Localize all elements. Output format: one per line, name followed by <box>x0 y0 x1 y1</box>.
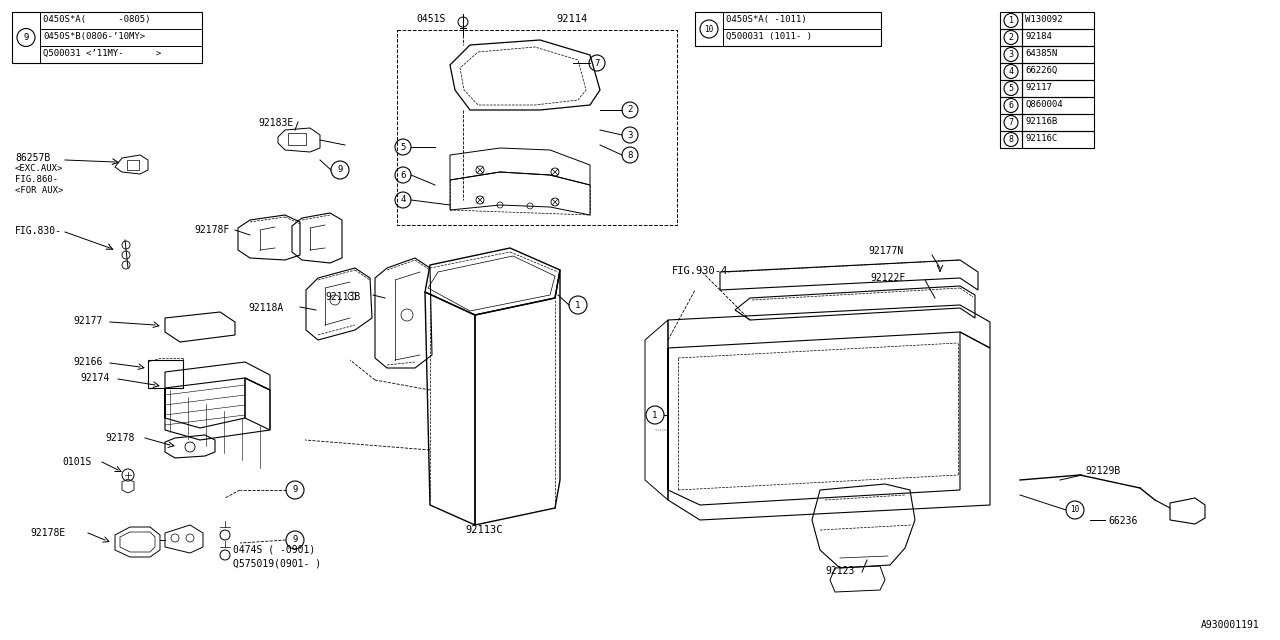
Text: 2: 2 <box>627 106 632 115</box>
Bar <box>288 133 306 145</box>
Text: 92178: 92178 <box>105 433 134 443</box>
Text: FIG.830-: FIG.830- <box>15 226 61 236</box>
Text: 0450S*B(0806-’10MY>: 0450S*B(0806-’10MY> <box>44 32 145 41</box>
Text: 5: 5 <box>401 143 406 152</box>
Text: 1: 1 <box>653 410 658 419</box>
Bar <box>1021 97 1094 114</box>
Text: 1: 1 <box>1009 16 1014 25</box>
Text: 8: 8 <box>627 150 632 159</box>
Text: 1: 1 <box>575 301 581 310</box>
Text: 8: 8 <box>1009 135 1014 144</box>
Text: W130092: W130092 <box>1025 15 1062 24</box>
Bar <box>1000 63 1021 80</box>
Bar <box>1000 80 1021 97</box>
Text: 7: 7 <box>1009 118 1014 127</box>
Text: 3: 3 <box>1009 50 1014 59</box>
Bar <box>12 12 202 63</box>
Text: Q500031 (1011- ): Q500031 (1011- ) <box>726 32 812 41</box>
Text: 66236: 66236 <box>1108 516 1138 526</box>
Text: 3: 3 <box>627 131 632 140</box>
Text: 92183E: 92183E <box>259 118 293 128</box>
Text: 66226Q: 66226Q <box>1025 66 1057 75</box>
Text: 92118A: 92118A <box>248 303 283 313</box>
Text: 0101S: 0101S <box>61 457 91 467</box>
Text: 9: 9 <box>338 166 343 175</box>
Text: 92177N: 92177N <box>868 246 904 256</box>
Text: FIG.860-: FIG.860- <box>15 175 58 184</box>
Text: 92116B: 92116B <box>1025 117 1057 126</box>
Text: 0450S*A( -1011): 0450S*A( -1011) <box>726 15 806 24</box>
Text: 92178F: 92178F <box>195 225 229 235</box>
Text: 92177: 92177 <box>73 316 102 326</box>
Text: 86257B: 86257B <box>15 153 50 163</box>
Bar <box>1021 131 1094 148</box>
Bar <box>1021 114 1094 131</box>
Text: 92122F: 92122F <box>870 273 905 283</box>
Text: 92123: 92123 <box>826 566 854 576</box>
Text: 0474S ( -0901): 0474S ( -0901) <box>233 544 315 554</box>
Text: Q500031 <’11MY-      >: Q500031 <’11MY- > <box>44 49 161 58</box>
Text: <EXC.AUX>: <EXC.AUX> <box>15 164 64 173</box>
Text: <FOR AUX>: <FOR AUX> <box>15 186 64 195</box>
Text: 6: 6 <box>401 170 406 179</box>
Text: 2: 2 <box>1009 33 1014 42</box>
Bar <box>1000 29 1021 46</box>
Bar <box>1000 97 1021 114</box>
Text: 92184: 92184 <box>1025 32 1052 41</box>
Text: 92117: 92117 <box>1025 83 1052 92</box>
Text: 4: 4 <box>1009 67 1014 76</box>
Text: 0451S: 0451S <box>416 14 445 24</box>
Text: 92116C: 92116C <box>1025 134 1057 143</box>
Text: 9: 9 <box>23 33 28 42</box>
Text: 9: 9 <box>292 536 298 545</box>
Text: 92114: 92114 <box>556 14 588 24</box>
Bar <box>1021 80 1094 97</box>
Bar <box>1021 29 1094 46</box>
Text: 5: 5 <box>1009 84 1014 93</box>
Text: 6: 6 <box>1009 101 1014 110</box>
Bar <box>148 360 183 388</box>
Bar <box>1021 12 1094 29</box>
Bar <box>1021 46 1094 63</box>
Bar <box>127 160 140 170</box>
Text: 64385N: 64385N <box>1025 49 1057 58</box>
Bar <box>695 12 881 46</box>
Text: A930001191: A930001191 <box>1201 620 1260 630</box>
Text: 92113B: 92113B <box>325 292 360 302</box>
Text: 92166: 92166 <box>73 357 102 367</box>
Text: 0450S*A(      -0805): 0450S*A( -0805) <box>44 15 151 24</box>
Text: 92178E: 92178E <box>29 528 65 538</box>
Text: Q575019(0901- ): Q575019(0901- ) <box>233 558 321 568</box>
Bar <box>1000 131 1021 148</box>
Text: FIG.930-4: FIG.930-4 <box>672 266 728 276</box>
Text: Q860004: Q860004 <box>1025 100 1062 109</box>
Text: 9: 9 <box>292 486 298 495</box>
Bar <box>1000 114 1021 131</box>
Bar <box>1000 46 1021 63</box>
Text: 7: 7 <box>594 58 600 67</box>
Text: 10: 10 <box>1070 506 1079 515</box>
Bar <box>1021 63 1094 80</box>
Text: 10: 10 <box>704 24 714 33</box>
Text: 92113C: 92113C <box>465 525 503 535</box>
Bar <box>1000 12 1021 29</box>
Text: 92129B: 92129B <box>1085 466 1120 476</box>
Text: 4: 4 <box>401 195 406 205</box>
Text: 92174: 92174 <box>79 373 109 383</box>
Bar <box>397 30 677 225</box>
